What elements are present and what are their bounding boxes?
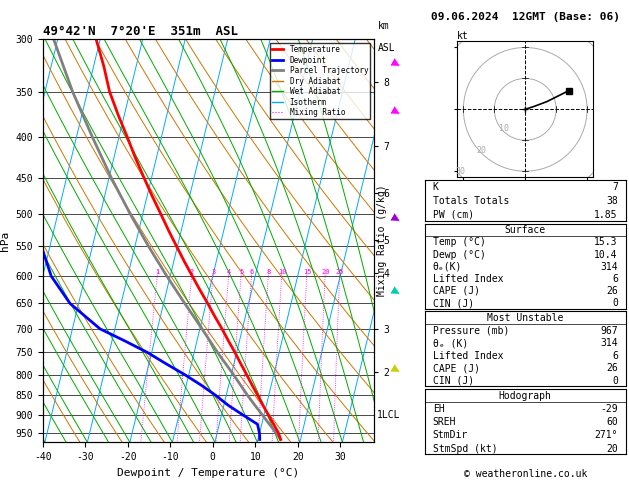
Text: 26: 26 <box>606 286 618 296</box>
Text: Surface: Surface <box>504 225 546 235</box>
Text: 38: 38 <box>606 196 618 206</box>
Text: Mixing Ratio (g/kg): Mixing Ratio (g/kg) <box>377 185 387 296</box>
Text: ASL: ASL <box>377 43 395 53</box>
Text: © weatheronline.co.uk: © weatheronline.co.uk <box>464 469 587 479</box>
Text: CIN (J): CIN (J) <box>433 376 474 386</box>
Text: 0: 0 <box>612 298 618 308</box>
Text: StmSpd (kt): StmSpd (kt) <box>433 444 498 453</box>
Text: 0: 0 <box>612 376 618 386</box>
Text: -29: -29 <box>600 404 618 414</box>
Text: 1LCL: 1LCL <box>377 410 401 420</box>
Text: 09.06.2024  12GMT (Base: 06): 09.06.2024 12GMT (Base: 06) <box>431 12 620 22</box>
Text: 6: 6 <box>612 274 618 284</box>
Text: 20: 20 <box>606 444 618 453</box>
Text: 2: 2 <box>190 268 194 275</box>
Text: 967: 967 <box>600 326 618 335</box>
Text: 1: 1 <box>155 268 160 275</box>
Text: 25: 25 <box>336 268 344 275</box>
Text: 20: 20 <box>321 268 330 275</box>
Y-axis label: hPa: hPa <box>0 230 10 251</box>
Text: Lifted Index: Lifted Index <box>433 350 503 361</box>
Text: SREH: SREH <box>433 417 456 427</box>
Text: ▶: ▶ <box>390 105 403 118</box>
Text: Pressure (mb): Pressure (mb) <box>433 326 509 335</box>
Text: 4: 4 <box>227 268 231 275</box>
Text: 6: 6 <box>612 350 618 361</box>
Text: 15: 15 <box>303 268 311 275</box>
Text: 314: 314 <box>600 338 618 348</box>
Text: Temp (°C): Temp (°C) <box>433 237 486 247</box>
Text: 60: 60 <box>606 417 618 427</box>
Text: 271°: 271° <box>594 431 618 440</box>
Text: 20: 20 <box>477 146 487 155</box>
Text: PW (cm): PW (cm) <box>433 210 474 220</box>
Text: km: km <box>377 21 389 31</box>
Text: EH: EH <box>433 404 444 414</box>
Text: Dewp (°C): Dewp (°C) <box>433 249 486 260</box>
Text: ▶: ▶ <box>390 212 403 225</box>
Legend: Temperature, Dewpoint, Parcel Trajectory, Dry Adiabat, Wet Adiabat, Isotherm, Mi: Temperature, Dewpoint, Parcel Trajectory… <box>270 43 370 120</box>
Text: 1.85: 1.85 <box>594 210 618 220</box>
Text: 314: 314 <box>600 261 618 272</box>
Text: 30: 30 <box>455 167 465 176</box>
Text: 5: 5 <box>239 268 243 275</box>
Text: Lifted Index: Lifted Index <box>433 274 503 284</box>
Text: 10.4: 10.4 <box>594 249 618 260</box>
Text: Most Unstable: Most Unstable <box>487 313 564 323</box>
Text: CAPE (J): CAPE (J) <box>433 286 480 296</box>
Text: CAPE (J): CAPE (J) <box>433 363 480 373</box>
Text: kt: kt <box>457 31 469 41</box>
Text: 6: 6 <box>250 268 254 275</box>
Text: 26: 26 <box>606 363 618 373</box>
Text: 10: 10 <box>277 268 286 275</box>
Text: ▶: ▶ <box>390 57 403 69</box>
Text: 49°42'N  7°20'E  351m  ASL: 49°42'N 7°20'E 351m ASL <box>43 25 238 38</box>
Text: ▶: ▶ <box>390 285 403 298</box>
Text: θₑ(K): θₑ(K) <box>433 261 462 272</box>
Text: K: K <box>433 182 438 192</box>
Text: 15.3: 15.3 <box>594 237 618 247</box>
Text: 3: 3 <box>211 268 216 275</box>
Text: Hodograph: Hodograph <box>499 391 552 401</box>
Text: θₑ (K): θₑ (K) <box>433 338 468 348</box>
Text: 10: 10 <box>499 124 509 133</box>
Text: 7: 7 <box>612 182 618 192</box>
X-axis label: Dewpoint / Temperature (°C): Dewpoint / Temperature (°C) <box>118 468 299 478</box>
Text: ▶: ▶ <box>390 363 403 376</box>
Text: Totals Totals: Totals Totals <box>433 196 509 206</box>
Text: 8: 8 <box>267 268 270 275</box>
Text: StmDir: StmDir <box>433 431 468 440</box>
Text: CIN (J): CIN (J) <box>433 298 474 308</box>
